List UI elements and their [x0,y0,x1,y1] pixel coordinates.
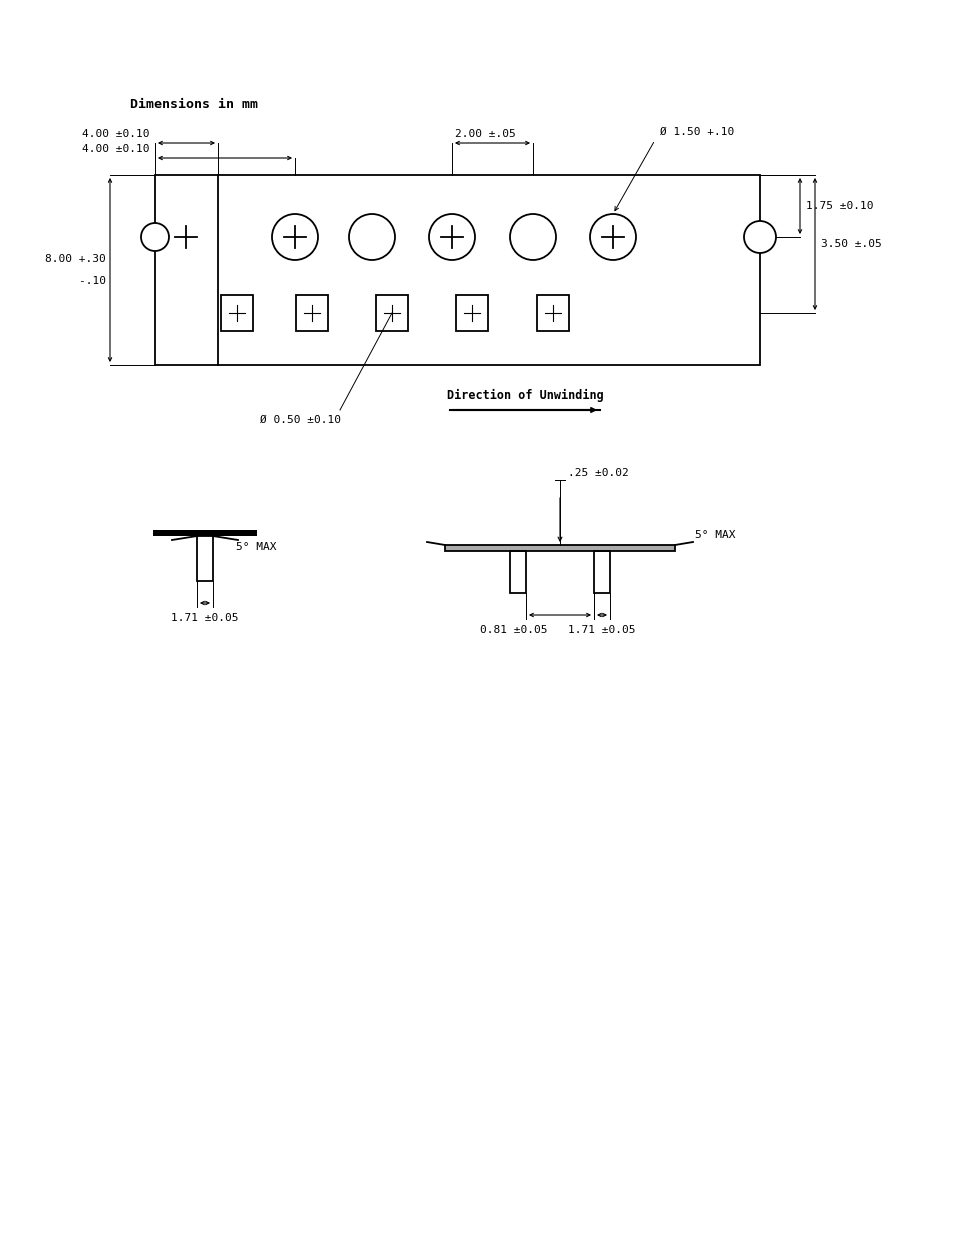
Bar [221,295,253,331]
Text: 1.71 ±0.05: 1.71 ±0.05 [568,625,635,635]
Text: 3.50 ±.05: 3.50 ±.05 [821,240,881,249]
Text: 1.71 ±0.05: 1.71 ±0.05 [172,613,238,622]
Text: 5° MAX: 5° MAX [695,530,735,540]
Text: 2.00 ±.05: 2.00 ±.05 [455,128,516,140]
Bar [444,545,675,551]
Bar [154,175,760,366]
Text: 5° MAX: 5° MAX [235,542,276,552]
Text: -.10: -.10 [52,275,106,287]
Text: 1.75 ±0.10: 1.75 ±0.10 [805,201,873,211]
Bar [456,295,488,331]
Bar [510,551,525,593]
Bar [375,295,408,331]
Text: Ø 1.50 +.10: Ø 1.50 +.10 [659,127,734,137]
Text: Direction of Unwinding: Direction of Unwinding [446,389,602,403]
Bar [196,536,213,580]
Circle shape [141,224,169,251]
Bar [295,295,328,331]
Bar [537,295,568,331]
Circle shape [743,221,775,253]
Text: 4.00 ±0.10: 4.00 ±0.10 [82,128,150,140]
Text: Ø 0.50 ±0.10: Ø 0.50 ±0.10 [260,415,340,425]
Text: 4.00 ±0.10: 4.00 ±0.10 [82,144,150,154]
Text: Dimensions in mm: Dimensions in mm [130,98,257,111]
Bar [152,530,256,536]
Text: 8.00 +.30: 8.00 +.30 [45,254,106,264]
Text: .25 ±0.02: .25 ±0.02 [567,468,628,478]
Bar [594,551,609,593]
Text: 0.81 ±0.05: 0.81 ±0.05 [479,625,547,635]
